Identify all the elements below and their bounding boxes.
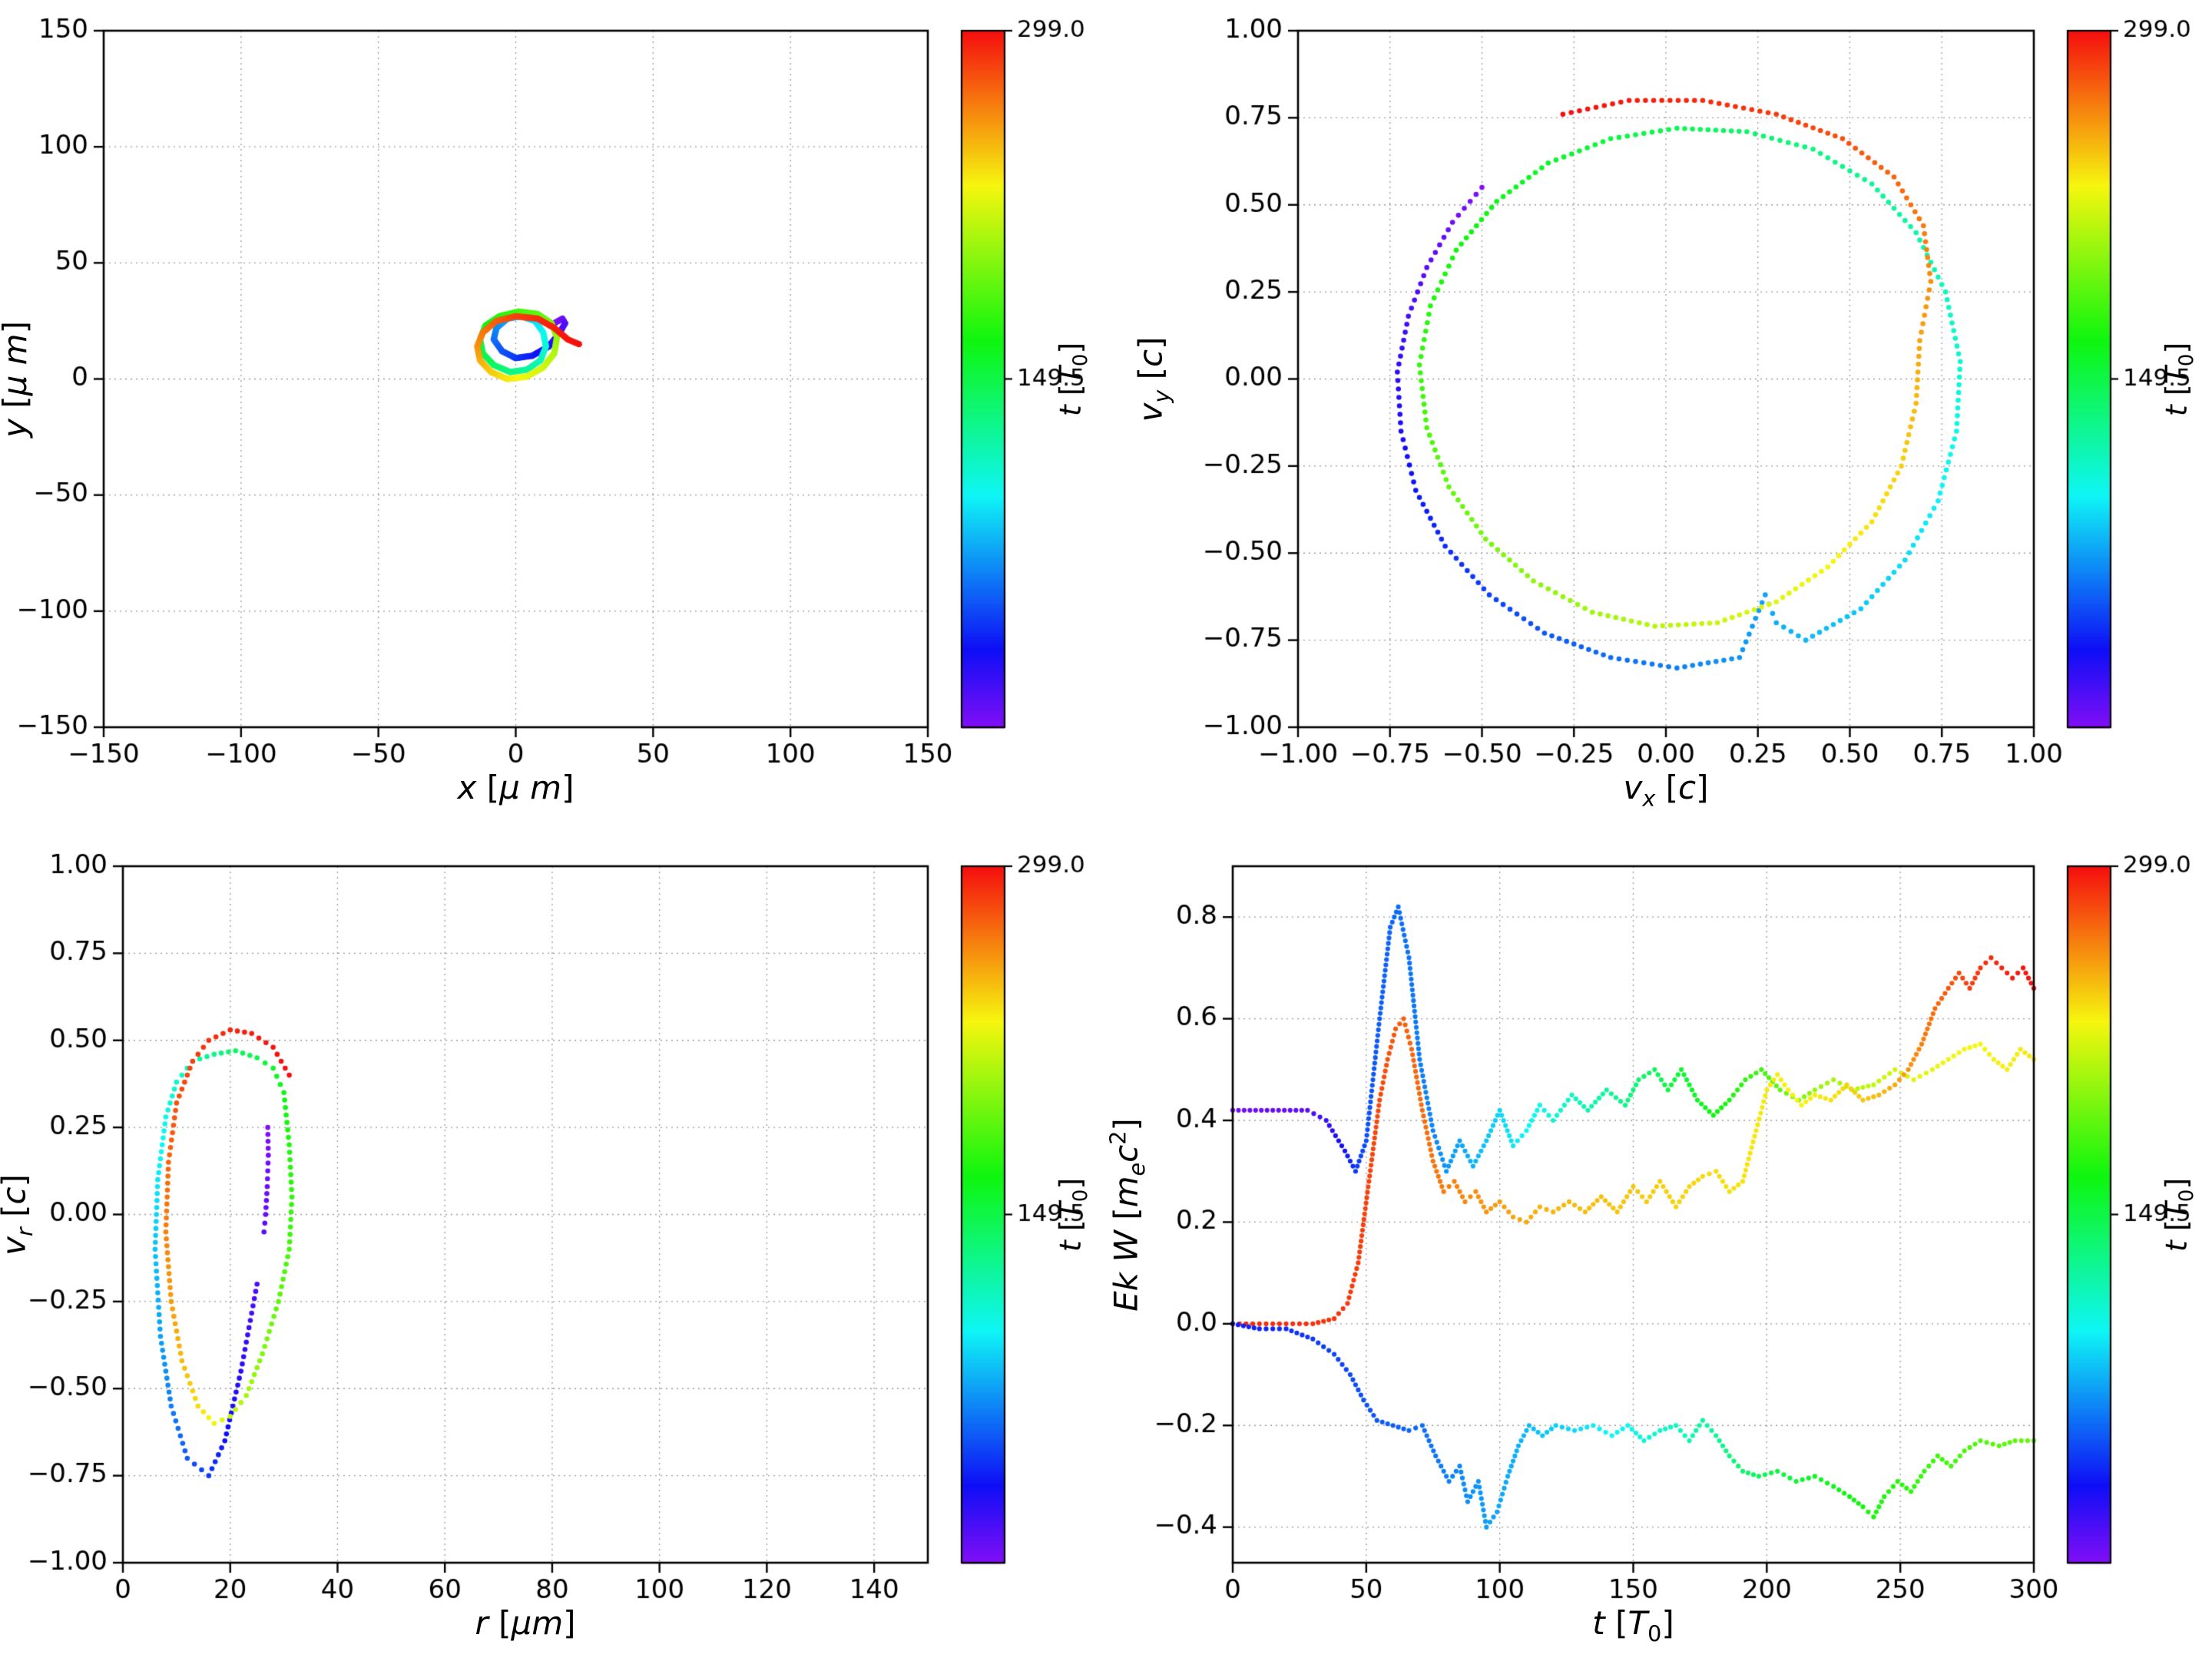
colorbar-label: t [T0] (1053, 342, 1093, 416)
y-axis-label: Ek W [mec2] (1104, 1117, 1150, 1312)
y-axis-label: vy [c] (1131, 336, 1174, 422)
colorbar-label: t [T0] (1053, 1177, 1093, 1252)
canvas-xy (0, 0, 1106, 836)
panel-ekw: t [T0] Ek W [mec2] t [T0] (1104, 836, 2212, 1671)
y-axis-label: vr [c] (0, 1174, 38, 1256)
canvas-rvr (0, 836, 1106, 1671)
y-axis-label: y [μ m] (0, 321, 34, 438)
panel-xy: x [μ m] y [μ m] t [T0] (0, 0, 1106, 836)
x-axis-label: vx [c] (1623, 769, 1709, 812)
x-axis-label: t [T0] (1592, 1604, 1674, 1647)
panel-vxvy: vx [c] vy [c] t [T0] (1106, 0, 2212, 836)
colorbar-label: t [T0] (2159, 342, 2199, 416)
colorbar-label: t [T0] (2159, 1177, 2199, 1252)
x-axis-label: r [μm] (475, 1604, 576, 1642)
x-axis-label: x [μ m] (457, 769, 575, 806)
canvas-ekw (1106, 836, 2212, 1671)
panel-rvr: r [μm] vr [c] t [T0] (0, 836, 1106, 1671)
canvas-vxvy (1106, 0, 2212, 836)
